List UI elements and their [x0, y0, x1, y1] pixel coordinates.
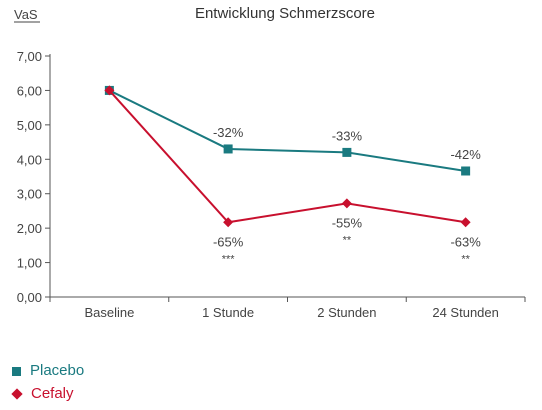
y-tick-label: 1,00	[17, 256, 42, 271]
data-point	[223, 144, 233, 154]
y-tick-label: 6,00	[17, 83, 42, 98]
data-label: -32%	[213, 125, 244, 140]
legend-diamond-marker	[11, 388, 23, 400]
data-point	[461, 166, 471, 176]
data-point	[104, 85, 115, 96]
data-point	[460, 217, 471, 228]
y-tick-label: 4,00	[17, 152, 42, 167]
data-label: -65%	[213, 234, 244, 249]
legend-item-cefaly: Cefaly	[11, 385, 74, 402]
significance-label: ***	[222, 253, 236, 265]
x-tick-label: 2 Stunden	[317, 305, 376, 320]
data-label: -33%	[332, 128, 363, 143]
legend-label-cefaly: Cefaly	[31, 385, 74, 402]
chart-title: Entwicklung Schmerzscore	[195, 5, 375, 22]
legend-label-placebo: Placebo	[30, 362, 85, 379]
series-line-placebo	[108, 89, 466, 172]
data-point	[223, 217, 234, 228]
x-tick-label: 24 Stunden	[432, 305, 499, 320]
data-point	[341, 198, 352, 209]
y-tick-label: 7,00	[17, 49, 42, 64]
series-line-cefaly	[108, 89, 466, 224]
y-tick-label: 3,00	[17, 187, 42, 202]
data-label: -63%	[450, 234, 481, 249]
x-tick-label: 1 Stunde	[202, 305, 254, 320]
y-ticks: 0,00 1,00 2,00 3,00 4,00 5,00 6,00 7,00	[17, 49, 50, 305]
legend-square-marker	[12, 366, 21, 376]
data-point	[342, 147, 352, 157]
significance-label: **	[461, 253, 470, 265]
x-ticks: Baseline 1 Stunde 2 Stunden 24 Stunden	[49, 297, 526, 320]
significance-label: **	[343, 234, 352, 246]
y-tick-label: 2,00	[17, 221, 42, 236]
y-tick-label: 5,00	[17, 118, 42, 133]
x-tick-label: Baseline	[84, 305, 134, 320]
data-label: -42%	[450, 147, 481, 162]
y-tick-label: 0,00	[17, 290, 42, 305]
data-label: -55%	[332, 215, 363, 230]
legend-item-placebo: Placebo	[12, 362, 84, 379]
y-axis-label: VaS	[14, 7, 38, 22]
series-layer: -32% -33% -42% -65% *** -55% ** -63% **	[104, 85, 481, 265]
